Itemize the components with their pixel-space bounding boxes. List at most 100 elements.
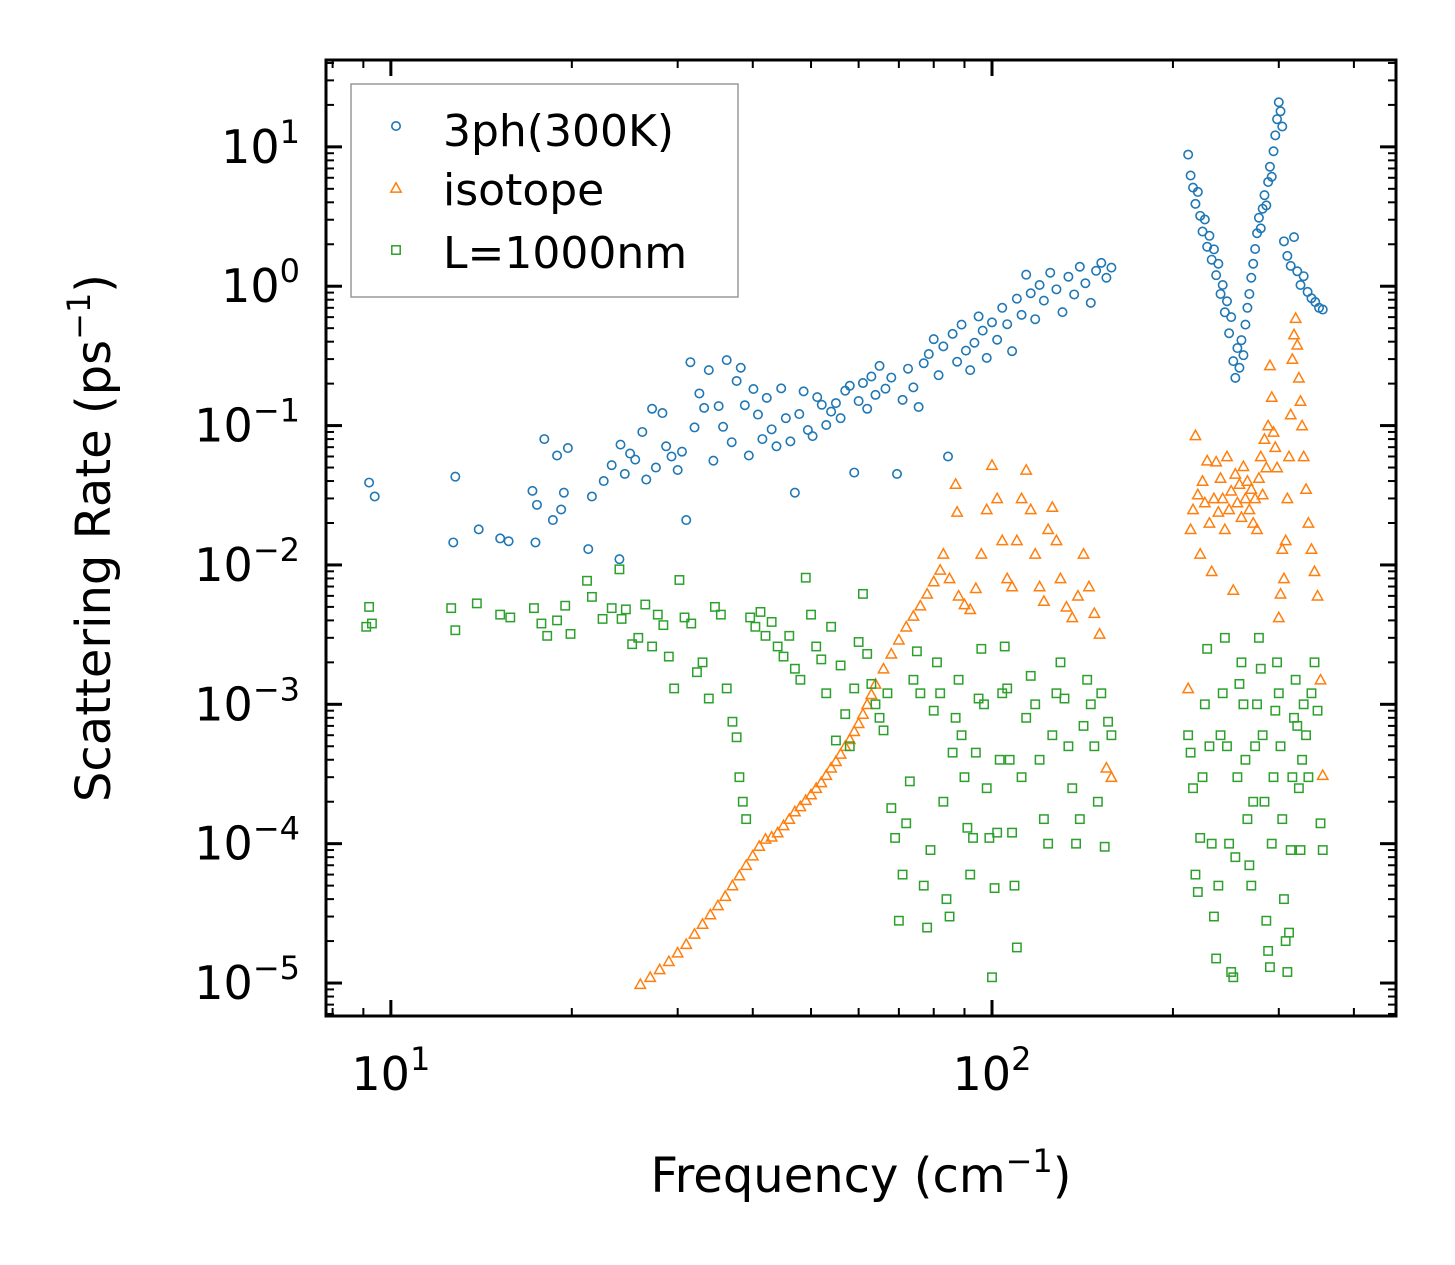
- data-point: [1298, 271, 1309, 282]
- data-point: [1025, 288, 1036, 299]
- data-point: [959, 772, 970, 783]
- data-point: [1301, 730, 1311, 741]
- y-tick-label-exponent: 0: [280, 252, 300, 290]
- data-point: [709, 601, 720, 612]
- data-point: [947, 747, 958, 758]
- data-point: [369, 491, 380, 502]
- data-point: [1222, 741, 1232, 752]
- data-point: [795, 674, 806, 685]
- data-point: [669, 683, 680, 694]
- data-point: [556, 504, 567, 515]
- data-point: [933, 563, 947, 575]
- data-point: [1255, 223, 1266, 234]
- data-point: [1183, 730, 1194, 741]
- data-point: [471, 598, 482, 609]
- data-point: [816, 654, 827, 665]
- data-point: [1215, 730, 1226, 741]
- y-axis-label-superscript: −1: [60, 293, 98, 340]
- data-point: [1220, 449, 1234, 462]
- data-point: [1297, 449, 1311, 462]
- data-point: [840, 709, 851, 720]
- data-point: [1059, 600, 1073, 612]
- data-point: [853, 637, 864, 647]
- data-point: [1016, 772, 1027, 783]
- data-point: [1199, 699, 1210, 710]
- data-point: [771, 441, 782, 452]
- data-point: [829, 754, 843, 767]
- data-point: [495, 609, 506, 620]
- data-point: [761, 392, 772, 403]
- data-point: [826, 621, 837, 632]
- data-point: [1051, 284, 1062, 295]
- data-point: [1303, 772, 1314, 783]
- data-point: [1290, 674, 1301, 685]
- data-point: [1198, 495, 1212, 508]
- data-point: [1232, 477, 1246, 490]
- data-point: [1028, 547, 1042, 559]
- data-point: [987, 972, 997, 983]
- data-point: [718, 421, 729, 432]
- data-point: [771, 825, 785, 838]
- data-point: [901, 818, 912, 829]
- data-point: [696, 917, 710, 929]
- data-point: [671, 945, 685, 958]
- data-point: [1236, 657, 1247, 668]
- data-point: [1301, 516, 1315, 528]
- data-point: [1099, 761, 1113, 773]
- y-tick-label-base: 10: [221, 259, 280, 313]
- data-point: [968, 832, 978, 843]
- data-point: [1004, 754, 1015, 765]
- data-point: [1275, 106, 1286, 117]
- data-point: [1103, 716, 1114, 727]
- data-point: [913, 598, 927, 611]
- data-point: [739, 400, 750, 411]
- data-point: [686, 618, 697, 629]
- data-point: [1258, 432, 1271, 444]
- data-point: [1232, 343, 1243, 354]
- data-point: [920, 587, 934, 599]
- data-point: [1192, 887, 1203, 897]
- data-point: [950, 712, 961, 723]
- data-point: [977, 325, 988, 336]
- data-point: [1034, 280, 1045, 291]
- data-point: [746, 848, 760, 861]
- data-point: [1217, 280, 1228, 291]
- data-point: [616, 613, 627, 624]
- y-tick-label: 100: [221, 252, 300, 313]
- data-points: [361, 97, 1330, 990]
- y-tick-label: 10−5: [194, 949, 300, 1010]
- data-point: [925, 845, 936, 855]
- data-point: [1263, 945, 1274, 956]
- data-point: [1292, 371, 1306, 383]
- data-point: [860, 697, 874, 710]
- data-point: [766, 424, 777, 435]
- data-point: [1240, 474, 1254, 486]
- y-tick-label-exponent: −5: [253, 949, 300, 987]
- data-point: [844, 380, 855, 391]
- data-point: [973, 693, 984, 704]
- x-tick-label: 101: [351, 1040, 430, 1101]
- data-point: [1222, 502, 1236, 515]
- data-point: [703, 907, 717, 920]
- data-point: [1045, 267, 1056, 278]
- data-point: [835, 660, 846, 671]
- data-point: [529, 603, 539, 614]
- data-point: [997, 302, 1008, 313]
- data-point: [1077, 547, 1091, 559]
- data-point: [1206, 838, 1217, 849]
- data-point: [1211, 953, 1222, 964]
- data-point: [853, 396, 864, 407]
- data-point: [1096, 257, 1107, 268]
- y-tick-label-exponent: −3: [253, 670, 300, 708]
- data-point: [1261, 915, 1272, 926]
- legend-frame: [350, 83, 739, 298]
- data-point: [450, 471, 461, 482]
- data-point: [798, 386, 809, 397]
- data-point: [1219, 307, 1230, 318]
- data-point: [1277, 814, 1288, 825]
- data-point: [689, 422, 700, 433]
- data-point: [606, 603, 617, 614]
- data-point: [1299, 482, 1313, 495]
- data-point: [615, 439, 626, 450]
- x-axis-label-prefix: Frequency (cm: [650, 1148, 1005, 1204]
